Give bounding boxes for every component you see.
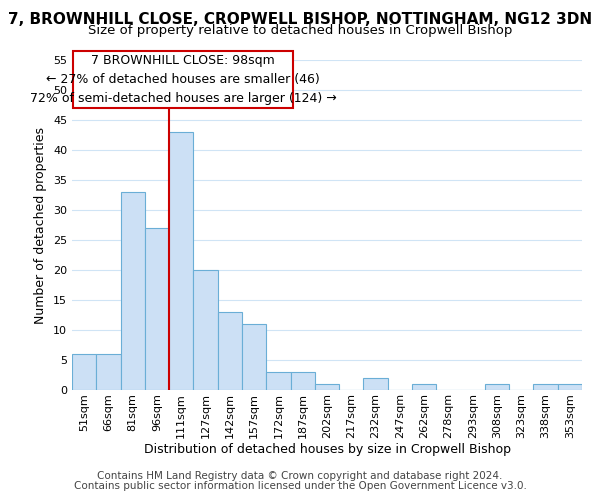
Bar xyxy=(290,372,315,390)
Bar xyxy=(96,354,121,390)
Bar xyxy=(73,51,293,108)
Text: 7, BROWNHILL CLOSE, CROPWELL BISHOP, NOTTINGHAM, NG12 3DN: 7, BROWNHILL CLOSE, CROPWELL BISHOP, NOT… xyxy=(8,12,592,28)
Bar xyxy=(218,312,242,390)
Bar xyxy=(533,384,558,390)
X-axis label: Distribution of detached houses by size in Cropwell Bishop: Distribution of detached houses by size … xyxy=(143,444,511,456)
Bar xyxy=(266,372,290,390)
Bar xyxy=(412,384,436,390)
Bar xyxy=(121,192,145,390)
Bar xyxy=(364,378,388,390)
Bar xyxy=(72,354,96,390)
Text: Contains HM Land Registry data © Crown copyright and database right 2024.: Contains HM Land Registry data © Crown c… xyxy=(97,471,503,481)
Text: Contains public sector information licensed under the Open Government Licence v3: Contains public sector information licen… xyxy=(74,481,526,491)
Bar xyxy=(558,384,582,390)
Text: 7 BROWNHILL CLOSE: 98sqm
← 27% of detached houses are smaller (46)
72% of semi-d: 7 BROWNHILL CLOSE: 98sqm ← 27% of detach… xyxy=(30,54,337,105)
Bar xyxy=(193,270,218,390)
Bar xyxy=(242,324,266,390)
Bar xyxy=(169,132,193,390)
Bar xyxy=(145,228,169,390)
Y-axis label: Number of detached properties: Number of detached properties xyxy=(34,126,47,324)
Bar xyxy=(485,384,509,390)
Bar xyxy=(315,384,339,390)
Text: Size of property relative to detached houses in Cropwell Bishop: Size of property relative to detached ho… xyxy=(88,24,512,37)
